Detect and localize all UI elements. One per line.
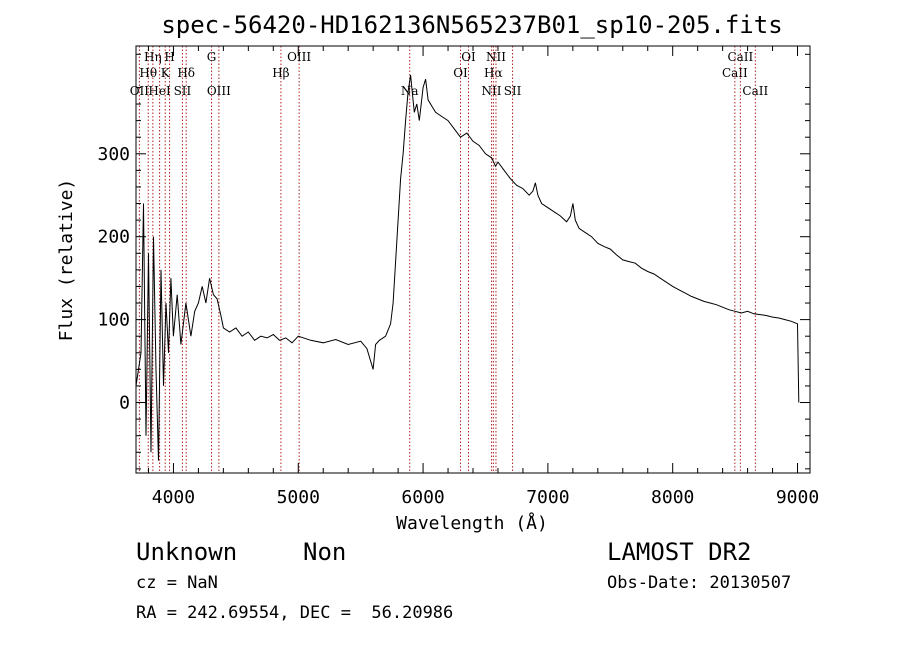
spectral-line-markers: OII Hθ Hη HeI KH SII Hδ G OIII Hβ OIII Na OI OI NII Hα N… [130, 46, 768, 473]
x-tick-label-3: 7000 [526, 487, 569, 508]
line-label-21: CaII [742, 84, 768, 98]
line-label-16: Hα [484, 66, 503, 80]
spectrum-series [135, 74, 800, 461]
x-tick-label-1: 5000 [277, 487, 320, 508]
x-tick-label-0: 4000 [152, 487, 195, 508]
object-class: Unknown [136, 538, 238, 566]
line-label-17: NII [486, 50, 506, 64]
object-subclass: Non [303, 538, 347, 566]
line-label-8: G [207, 50, 217, 64]
observation-date: Obs-Date: 20130507 [607, 573, 792, 593]
line-label-19: CaII [722, 66, 748, 80]
line-label-2: Hη [144, 50, 162, 64]
line-label-11: OIII [287, 50, 311, 64]
line-label-3: HeI [148, 84, 171, 98]
line-label-13: OI [453, 66, 468, 80]
x-tick-label-5: 9000 [776, 487, 819, 508]
x-tick-label-2: 6000 [401, 487, 444, 508]
line-label-14: OI [461, 50, 476, 64]
line-label-18: SII [504, 84, 522, 98]
line-label-5: H [164, 50, 174, 64]
spectrum-line-0 [135, 74, 800, 461]
line-label-9: OIII [207, 84, 231, 98]
line-label-4: K [161, 66, 171, 80]
chart-title: spec-56420-HD162136N565237B01_sp10-205.f… [161, 11, 782, 39]
line-label-1: Hθ [139, 66, 157, 80]
y-tick-label-1: 100 [97, 310, 130, 331]
y-tick-label-2: 200 [97, 227, 130, 248]
redshift: cz = NaN [136, 573, 218, 593]
plot-frame [135, 45, 811, 474]
line-label-12: Na [401, 84, 419, 98]
line-label-20: CaII [727, 50, 753, 64]
y-tick-label-0: 0 [119, 393, 130, 414]
x-tick-label-4: 8000 [651, 487, 694, 508]
line-label-6: SII [174, 84, 192, 98]
axes: 4000 5000 6000 7000 8000 9000 0 100 200 300 [97, 46, 819, 508]
coordinates: RA = 242.69554, DEC = 56.20986 [136, 603, 454, 623]
line-label-10: Hβ [272, 66, 289, 80]
y-axis-label: Flux (relative) [56, 179, 77, 342]
survey-name: LAMOST DR2 [607, 538, 752, 566]
line-label-7: Hδ [177, 66, 195, 80]
line-label-15: NII [481, 84, 501, 98]
y-tick-label-3: 300 [97, 144, 130, 165]
line-label-0: OII [130, 84, 150, 98]
x-axis-label: Wavelength (Å) [396, 512, 548, 534]
